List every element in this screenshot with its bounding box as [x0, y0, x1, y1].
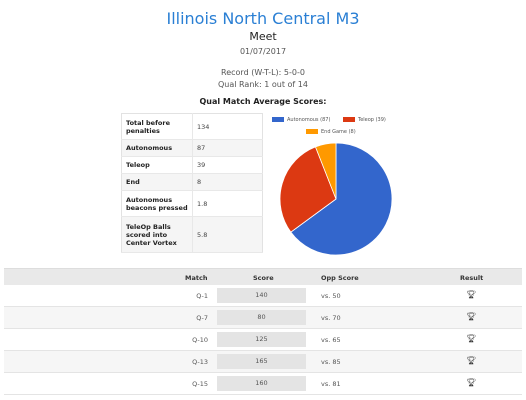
stats-label: TeleOp Balls scored into Center Vortex	[121, 216, 193, 253]
match-id: Q-1	[196, 292, 208, 300]
stats-label: Teleop	[121, 156, 193, 174]
match-row: Q-7 80 vs. 70 🏆︎	[4, 307, 522, 329]
opp-score: vs. 65	[321, 336, 341, 344]
opp-score: vs. 50	[321, 292, 341, 300]
match-id: Q-10	[192, 336, 208, 344]
stats-value: 87	[192, 139, 263, 157]
stats-row: Total before penalties 134	[121, 113, 263, 140]
stats-label: End	[121, 173, 193, 191]
stats-row: End 8	[121, 173, 263, 191]
score-pie-chart	[279, 142, 393, 256]
trophy-icon: 🏆︎	[466, 334, 477, 343]
legend-item-teleop: Teleop (39)	[343, 117, 386, 123]
stats-label: Total before penalties	[121, 113, 193, 140]
header-result: Result	[460, 274, 484, 282]
match-row: Q-15 160 vs. 81 🏆︎	[4, 373, 522, 395]
legend-swatch	[306, 129, 318, 134]
legend-label: Teleop (39)	[358, 117, 386, 123]
stats-row: Autonomous 87	[121, 139, 263, 157]
legend-swatch	[272, 117, 284, 122]
record-text: Record (W-T-L): 5-0-0	[221, 68, 305, 77]
stats-value: 134	[192, 113, 263, 140]
match-id: Q-15	[192, 380, 208, 388]
legend-label: Autonomous (87)	[287, 117, 331, 123]
qual-rank-text: Qual Rank: 1 out of 14	[218, 80, 308, 89]
stats-label: Autonomous	[121, 139, 193, 157]
stats-row: Autonomous beacons pressed 1.8	[121, 190, 263, 217]
event-type: Meet	[249, 30, 277, 43]
stats-row: TeleOp Balls scored into Center Vortex 5…	[121, 216, 263, 253]
event-date: 01/07/2017	[239, 47, 287, 56]
opp-score: vs. 85	[321, 358, 341, 366]
trophy-icon: 🏆︎	[466, 312, 477, 321]
pie-slice	[279, 146, 337, 233]
stats-value: 8	[192, 173, 263, 191]
match-row: Q-10 125 vs. 65 🏆︎	[4, 329, 522, 351]
legend-label: End Game (8)	[321, 129, 356, 135]
team-title: Illinois North Central M3	[166, 9, 360, 28]
averages-title: Qual Match Average Scores:	[199, 97, 327, 106]
stats-row: Teleop 39	[121, 156, 263, 174]
legend-item-end-game: End Game (8)	[306, 129, 356, 135]
average-scores-table: Total before penalties 134 Autonomous 87…	[121, 113, 263, 253]
match-score: 160	[217, 376, 306, 391]
opp-score: vs. 70	[321, 314, 341, 322]
match-score: 140	[217, 288, 306, 303]
trophy-icon: 🏆︎	[466, 378, 477, 387]
match-score: 165	[217, 354, 306, 369]
stats-value: 5.8	[192, 216, 263, 253]
match-id: Q-7	[196, 314, 208, 322]
match-score: 125	[217, 332, 306, 347]
trophy-icon: 🏆︎	[466, 356, 477, 365]
match-table: Match Score Opp Score Result Q-1 140 vs.…	[4, 268, 522, 395]
stats-value: 39	[192, 156, 263, 174]
legend-swatch	[343, 117, 355, 122]
stats-label: Autonomous beacons pressed	[121, 190, 193, 217]
trophy-icon: 🏆︎	[466, 290, 477, 299]
header-score: Score	[253, 274, 274, 282]
match-table-header: Match Score Opp Score Result	[4, 268, 522, 285]
stats-value: 1.8	[192, 190, 263, 217]
header-opp-score: Opp Score	[321, 274, 359, 282]
opp-score: vs. 81	[321, 380, 341, 388]
pie-slice	[290, 142, 393, 256]
match-row: Q-1 140 vs. 50 🏆︎	[4, 285, 522, 307]
match-row: Q-13 165 vs. 85 🏆︎	[4, 351, 522, 373]
pie-slice	[314, 142, 337, 200]
match-id: Q-13	[192, 358, 208, 366]
match-score: 80	[217, 310, 306, 325]
legend-item-autonomous: Autonomous (87)	[272, 117, 330, 123]
header-match: Match	[185, 274, 208, 282]
